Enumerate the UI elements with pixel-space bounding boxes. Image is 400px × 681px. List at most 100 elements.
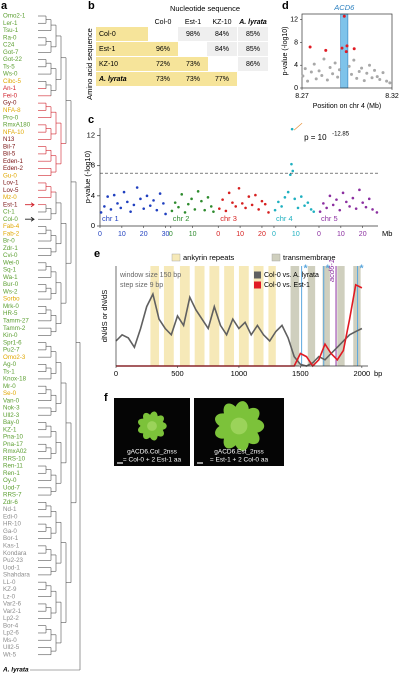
- table-cell-bg: [148, 72, 178, 86]
- leaf-label: Lov-1: [3, 180, 19, 187]
- snp-point: [317, 69, 321, 73]
- outgroup-label: A. lyrata: [2, 667, 29, 674]
- snp-point: [364, 205, 368, 209]
- leaf-label: Ull2-3: [3, 412, 20, 419]
- snp-point: [280, 205, 283, 208]
- snp-point: [186, 202, 190, 206]
- leaf-label: Omo2-3: [3, 354, 26, 361]
- leaf-label: Bor-1: [3, 535, 19, 542]
- snp-point: [273, 208, 277, 212]
- x-tick-label: 0: [114, 369, 118, 378]
- leaf-label: An-1: [3, 85, 17, 92]
- rosette-center: [230, 417, 248, 435]
- region-band: [163, 266, 174, 366]
- leaf-label: Mz-0: [3, 194, 17, 201]
- snp-point: [344, 50, 348, 54]
- x-tick-label: 10: [118, 231, 126, 238]
- snp-point: [283, 196, 287, 199]
- table-cell: 72%: [156, 61, 170, 68]
- table-cell: 77%: [215, 76, 229, 83]
- y-axis-label: p-value (-log10): [83, 150, 92, 203]
- snp-point: [148, 204, 152, 207]
- snp-point: [388, 81, 392, 85]
- snp-point: [328, 194, 332, 198]
- table-cell: 98%: [186, 31, 200, 38]
- leaf-label: HR-10: [3, 521, 21, 528]
- table-row-label-bg: [96, 42, 148, 56]
- table-cell: 73%: [186, 61, 200, 68]
- snp-point: [289, 173, 292, 177]
- leaf-label: Fei-0: [3, 92, 18, 99]
- leaf-label: Knox-18: [3, 376, 27, 383]
- leaf-label: Pu2-7: [3, 347, 20, 354]
- snp-point: [126, 200, 129, 204]
- leaf-label: Pna-17: [3, 441, 24, 448]
- snp-point: [180, 193, 184, 196]
- leaf-label: Ren-11: [3, 463, 23, 470]
- leaf-label: Edi-0: [3, 513, 18, 520]
- leaf-label: Tamm-27: [3, 317, 29, 324]
- region-band: [179, 266, 190, 366]
- photo-label: = Est-1 + 2 Col-0 aa: [210, 457, 269, 464]
- snp-point: [240, 202, 244, 205]
- snp-point: [375, 211, 379, 214]
- table-column-header: Est-1: [185, 19, 201, 26]
- panel-letter: e: [94, 248, 100, 260]
- leaf-label: Kondara: [3, 550, 27, 557]
- snp-point: [371, 208, 374, 211]
- annotation-exponent: -12.85: [332, 132, 350, 138]
- series-line: [116, 283, 363, 368]
- panel-letter: c: [88, 114, 94, 126]
- snp-point: [291, 169, 295, 173]
- snp-point: [158, 192, 162, 195]
- panel-letter: d: [282, 0, 289, 12]
- x-unit: bp: [374, 369, 382, 378]
- snp-point: [122, 190, 126, 194]
- table-row-label-bg: [96, 57, 148, 71]
- snp-point: [354, 207, 358, 210]
- table-cell-bg: [238, 42, 268, 56]
- chromosome-label: chr 3: [220, 214, 237, 223]
- snp-point: [360, 66, 364, 70]
- x-tick-label: 0: [272, 231, 276, 238]
- legend-label: ankyrin repeats: [183, 253, 235, 262]
- leaf-label: Ren-1: [3, 470, 20, 477]
- rosette-center: [147, 421, 157, 431]
- photo-label: gACD6.Est_2nss: [214, 449, 264, 456]
- leaf-label: KZ-9: [3, 586, 17, 593]
- snp-point: [324, 48, 328, 52]
- y-tick-label: 0: [294, 85, 298, 92]
- y-tick-label: 8: [294, 39, 298, 46]
- x-tick-label: 20: [359, 231, 367, 238]
- x-tick-label: 0: [169, 231, 173, 238]
- snp-point: [139, 197, 142, 201]
- snp-point: [352, 58, 356, 62]
- snp-point: [260, 199, 264, 203]
- snp-point: [312, 62, 316, 66]
- table-row-label-bg: [96, 27, 148, 41]
- leaf-label: RmxA180: [3, 122, 31, 129]
- snp-point: [290, 127, 294, 131]
- leaf-label: Ts-5: [3, 63, 15, 70]
- snp-point: [368, 63, 371, 67]
- legend-swatch: [171, 253, 181, 262]
- snp-point: [365, 71, 369, 75]
- leaf-label: Bil-5: [3, 151, 16, 158]
- table-row-label-bg: [96, 72, 148, 86]
- snp-point: [340, 46, 344, 50]
- table-cell: 84%: [215, 31, 229, 38]
- snp-point: [190, 197, 193, 201]
- snp-point: [355, 76, 359, 80]
- marker-label: *: [304, 264, 308, 275]
- snp-point: [331, 203, 335, 207]
- snp-point: [203, 208, 206, 212]
- leaf-label: Se-0: [3, 390, 17, 397]
- table-cell-bg: [207, 42, 237, 56]
- leaf-label: KZ-1: [3, 426, 17, 433]
- snp-point: [301, 74, 305, 78]
- legend-label: transmembrane: [283, 253, 336, 262]
- region-band: [290, 266, 300, 366]
- leaf-label: Pro-0: [3, 114, 19, 121]
- region-band: [238, 266, 249, 366]
